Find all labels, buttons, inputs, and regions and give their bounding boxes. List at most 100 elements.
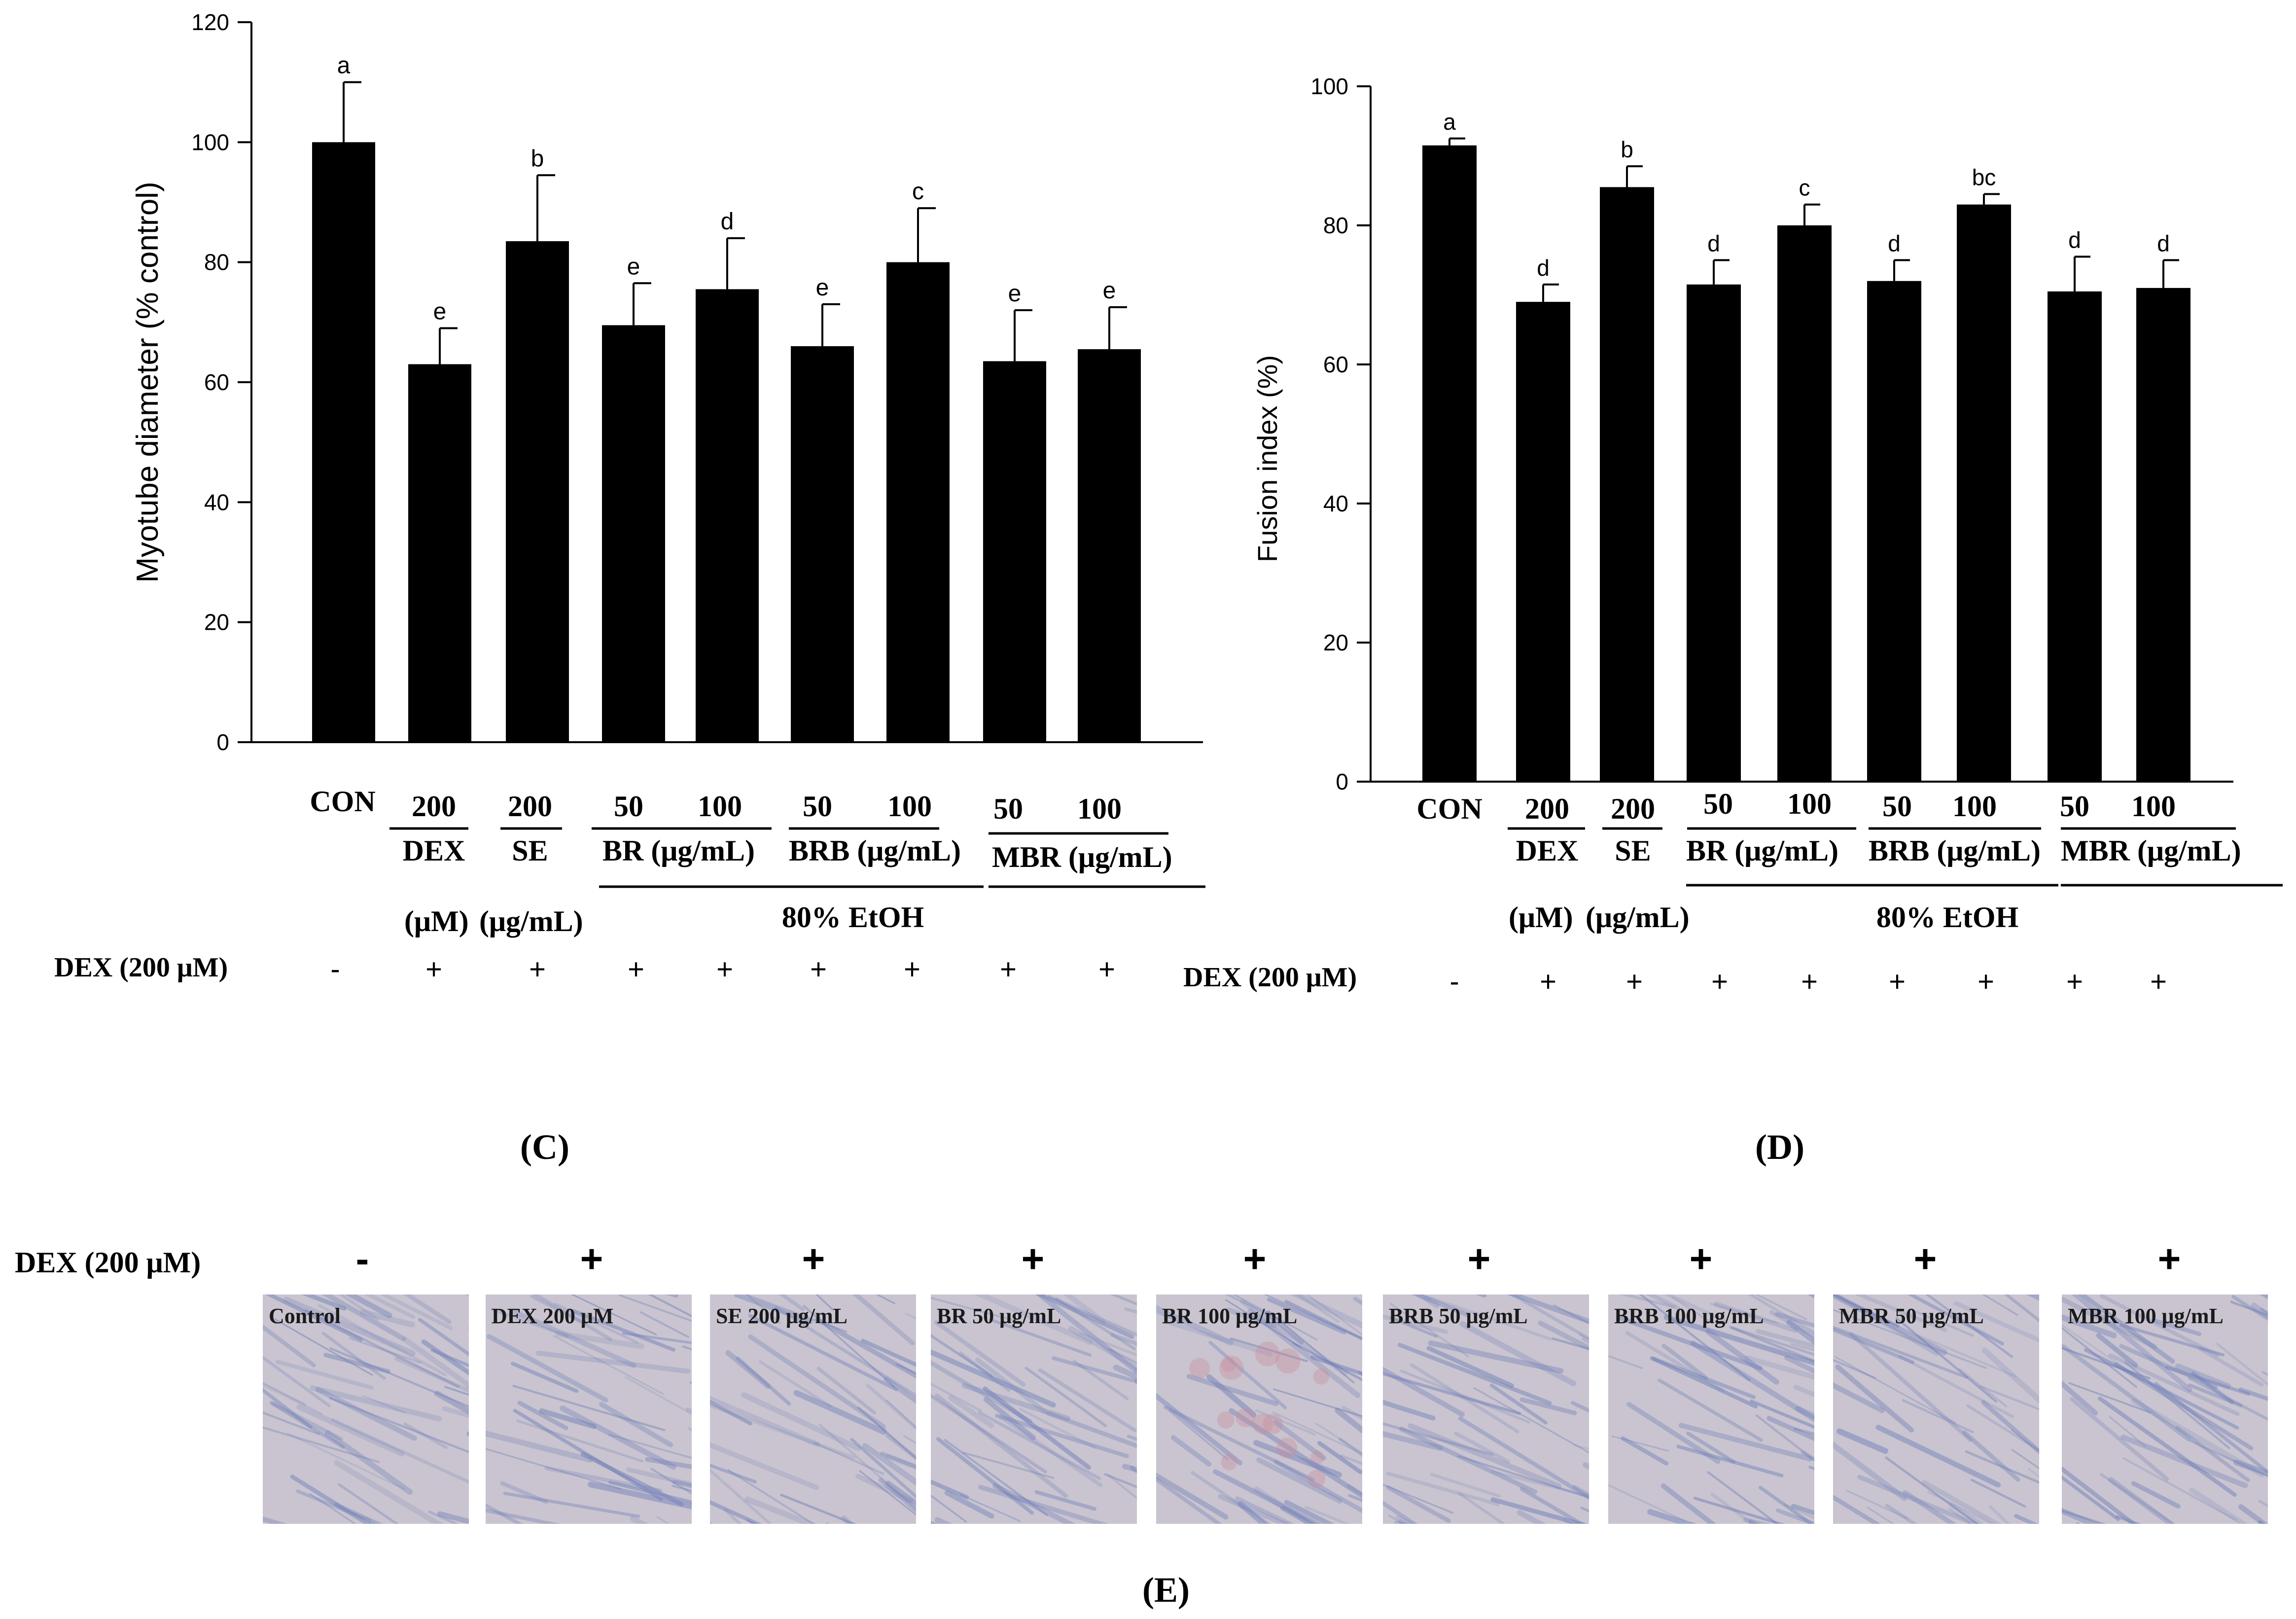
micrograph-fiber (1217, 1494, 1290, 1524)
panel-e-dex-sign: + (2158, 1237, 2181, 1281)
micrograph-fiber (2108, 1353, 2240, 1416)
micrograph-fiber (2131, 1481, 2181, 1509)
micrograph-fiber (1342, 1405, 1362, 1421)
micrograph-fiber (1265, 1310, 1304, 1345)
micrograph-fiber (1755, 1414, 1814, 1462)
micrograph-fiber (2011, 1429, 2039, 1453)
panel-c-dose-brb100: 100 (887, 790, 932, 823)
micrograph-fiber (1686, 1431, 1736, 1464)
micrograph-fiber (1158, 1524, 1275, 1558)
micrograph-fiber (1953, 1301, 2039, 1343)
panel-e-dex-sign: + (1914, 1237, 1937, 1281)
micrograph-fiber (2062, 1296, 2157, 1349)
micrograph-fiber (1678, 1423, 1812, 1462)
micrograph-fiber (2075, 1522, 2081, 1524)
micrograph-fiber (481, 1266, 559, 1298)
panel-c-y-axis-label: Myotube diameter (% control) (131, 181, 165, 582)
panel-d-sig-letter: d (1888, 231, 1901, 256)
micrograph-fiber (774, 1306, 916, 1398)
micrograph-fiber (570, 1295, 657, 1335)
micrograph-fiber (852, 1295, 915, 1346)
micrograph-fiber (580, 1452, 684, 1507)
micrograph-fiber (403, 1295, 452, 1324)
panel-c-ytick-label: 60 (204, 369, 229, 395)
micrograph-fiber (1671, 1296, 1714, 1325)
micrograph-image: BR 50 μg/mL (931, 1295, 1275, 1558)
micrograph-fiber (654, 1536, 702, 1545)
micrograph-fiber (2175, 1363, 2231, 1389)
panel-d-sig-letter: d (2068, 227, 2081, 252)
micrograph-fiber (1350, 1515, 1493, 1598)
micrograph-fiber (513, 1409, 663, 1501)
micrograph-fiber (368, 1521, 377, 1524)
micrograph-fiber (989, 1318, 1092, 1357)
panel-e-dex-sign: + (580, 1237, 603, 1281)
micrograph-fiber (421, 1339, 469, 1376)
micrograph-fiber (1240, 1299, 1348, 1376)
micrograph-fiber (1775, 1312, 1814, 1328)
panel-c-dex-sign: + (529, 953, 546, 985)
panel-c-sig-letter: e (816, 275, 829, 301)
micrograph-fibers (931, 1295, 1275, 1558)
micrograph-fiber (992, 1483, 1076, 1524)
micrograph-fiber (1988, 1505, 2011, 1524)
panel-c-dex-sign: + (716, 953, 733, 985)
micrograph-fiber (2062, 1324, 2144, 1382)
micrograph-fiber (2099, 1295, 2220, 1358)
panel-c-extract-note: 80% EtOH (782, 901, 924, 934)
panel-c-group-lines (389, 827, 1205, 888)
panel-d-dex-sign: + (1711, 966, 1728, 998)
micrograph-fiber (381, 1295, 453, 1330)
micrograph-fiber (1663, 1315, 1814, 1366)
micrograph-fiber (711, 1523, 713, 1524)
micrograph-fiber (647, 1295, 692, 1318)
micrograph-fiber (265, 1295, 363, 1342)
micrograph-image: BRB 50 μg/mL (1350, 1295, 1589, 1598)
panel-c-sig-letter: b (531, 145, 544, 172)
micrograph-fiber (1619, 1295, 1675, 1309)
micrograph-fiber (2238, 1387, 2268, 1402)
micrograph-fiber (1833, 1328, 1915, 1364)
panel-d-group-se: SE (1615, 834, 1651, 867)
micrograph-fiber (608, 1480, 692, 1504)
micrograph-fiber (310, 1385, 442, 1422)
micrograph-fiber (1608, 1355, 1643, 1369)
micrograph-fiber (2100, 1473, 2176, 1524)
micrograph-fiber (931, 1349, 1056, 1408)
micrograph-fiber (2098, 1396, 2237, 1497)
micrograph-fiber (614, 1261, 687, 1271)
micrograph-fiber (1315, 1422, 1362, 1454)
micrograph-fiber (1459, 1321, 1576, 1386)
micrograph-fiber (2216, 1342, 2268, 1386)
micrograph-fiber (1055, 1297, 1136, 1350)
micrograph-fiber (263, 1411, 320, 1436)
micrograph-fiber (2198, 1347, 2264, 1387)
micrograph-fiber (1284, 1299, 1362, 1341)
micrograph-fiber (1661, 1343, 1708, 1380)
micrograph-fiber (1756, 1329, 1814, 1349)
panel-d-group-lines (1508, 827, 2283, 887)
micrograph-fiber (394, 1357, 469, 1393)
panel-e-dex-sign: + (1690, 1237, 1713, 1281)
panel-e-micrographs: DEX (200 μM) - + + + + + + + + Control DEX 200 μM… (15, 1237, 2268, 1610)
micrograph-fiber (1835, 1364, 1914, 1433)
micrograph-fiber (931, 1394, 1048, 1474)
micrograph-fiber (1845, 1489, 1908, 1519)
micrograph-fiber (1346, 1484, 1362, 1497)
panel-c-ytick-label: 100 (191, 129, 229, 155)
micrograph-fiber (263, 1388, 313, 1429)
micrograph-fiber (978, 1411, 1101, 1480)
micrograph-fiber (1769, 1310, 1814, 1339)
micrograph-fiber (1854, 1295, 1947, 1332)
panel-e-dex-sign: + (1022, 1237, 1045, 1281)
micrograph-fiber (500, 1481, 548, 1504)
micrograph-fiber (883, 1377, 916, 1404)
micrograph-fiber (1457, 1455, 1589, 1499)
micrograph-fiber (512, 1309, 636, 1368)
micrograph-fiber (1902, 1399, 1974, 1434)
micrograph-fiber (1122, 1464, 1137, 1473)
micrograph-fiber (2190, 1440, 2268, 1478)
micrograph-stain (1217, 1411, 1235, 1429)
panel-c-dex-sign: + (1000, 953, 1017, 985)
micrograph-fiber (1766, 1416, 1814, 1441)
